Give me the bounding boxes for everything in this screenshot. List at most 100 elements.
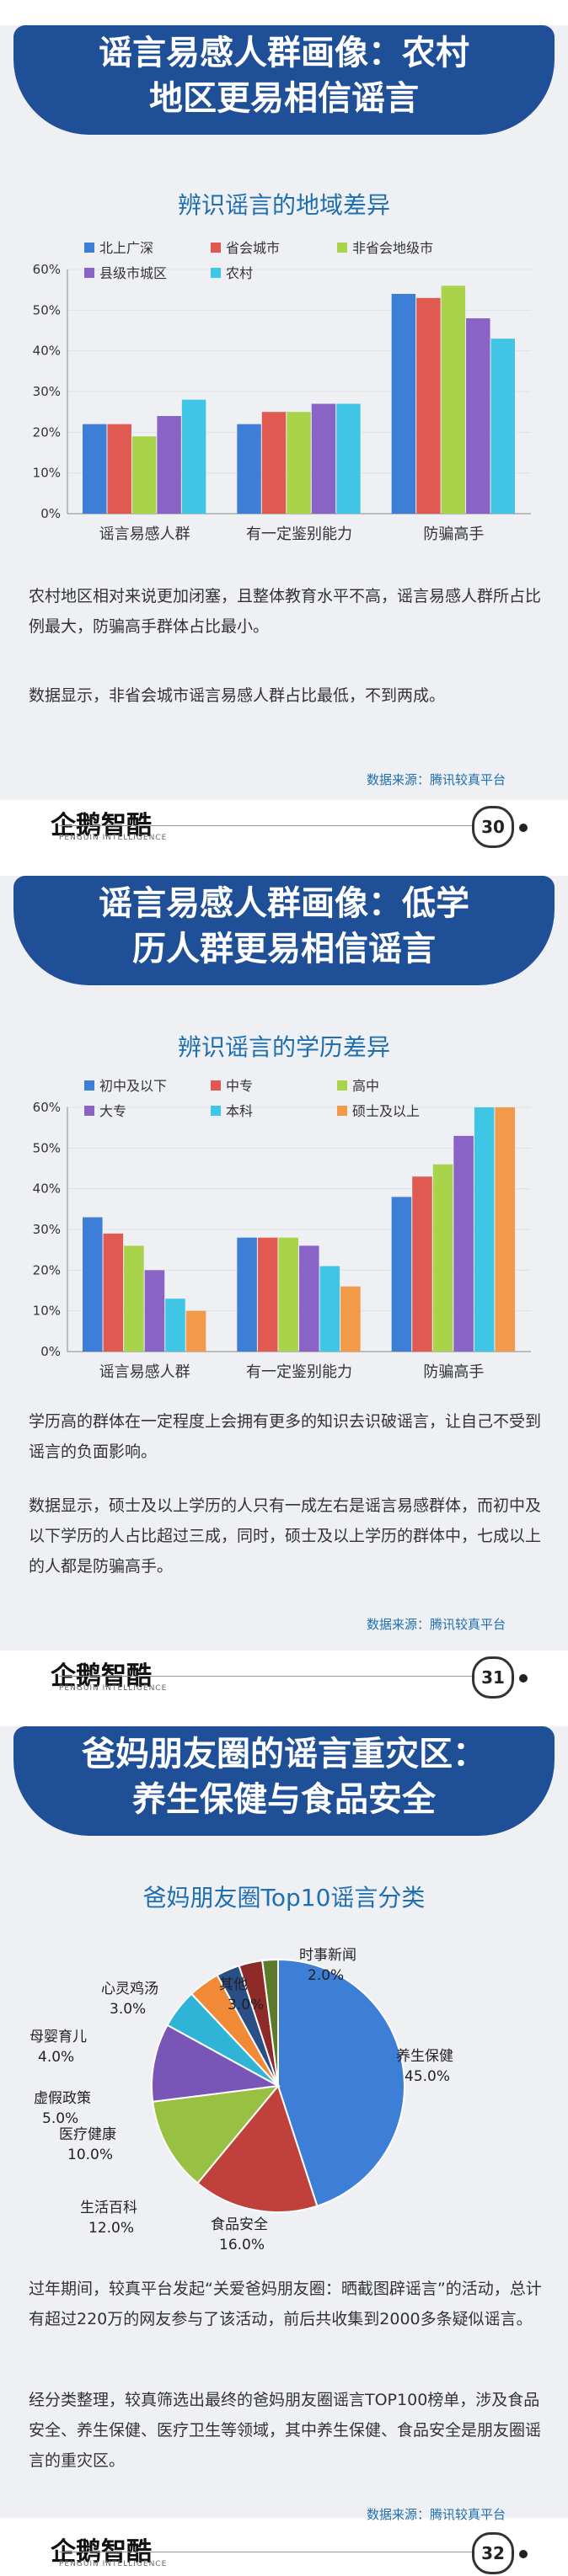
y-tick-label: 50%: [33, 302, 61, 317]
bar: [83, 424, 107, 514]
bar: [416, 297, 441, 514]
legend-swatch: [84, 243, 94, 253]
paragraph: 过年期间，较真平台发起“关爱爸妈朋友圈：晒截图辟谣言”的活动，总计有超过220万…: [29, 2280, 542, 2328]
bar: [185, 1310, 206, 1352]
slide-title-line: 地区更易相信谣言: [149, 79, 419, 118]
legend-label: 大专: [99, 1103, 126, 1119]
legend-swatch: [211, 243, 221, 253]
slide-title: 爸妈朋友圈的谣言重灾区： 养生保健与食品安全: [13, 1726, 555, 1836]
brand-logo-subtitle: PENGUIN INTELLIGENCE: [59, 1684, 168, 1693]
data-source: 数据来源：腾讯较真平台: [366, 1617, 506, 1632]
bar: [144, 1270, 165, 1352]
bar-chart: 0% 10% 20% 30% 40% 50% 60% 谣言易感人群 有一定鉴别能力 防骗高手 北上广…: [33, 240, 531, 543]
bar: [237, 1237, 257, 1352]
y-tick-label: 10%: [33, 1304, 61, 1319]
y-tick-label: 30%: [33, 1222, 61, 1237]
page-number: 31: [472, 1656, 514, 1699]
slice-name-label: 母婴育儿: [29, 2029, 87, 2045]
slice-value-label: 4.0%: [38, 2049, 74, 2066]
slice-value-label: 12.0%: [88, 2220, 134, 2237]
slide-title: 谣言易感人群画像：农村 地区更易相信谣言: [13, 25, 555, 135]
pie-slice: [196, 2083, 319, 2213]
x-tick-label: 有一定鉴别能力: [246, 1363, 352, 1381]
pie-slice: [277, 1958, 405, 2207]
y-tick-label: 10%: [33, 466, 61, 481]
legend-swatch: [84, 1106, 94, 1116]
y-tick-label: 0%: [40, 1344, 61, 1359]
x-tick-label: 谣言易感人群: [99, 1363, 190, 1381]
bar: [287, 412, 311, 514]
slice-name-label: 时事新闻: [299, 1947, 356, 1964]
paragraph: 农村地区相对来说更加闭塞，且整体教育水平不高，谣言易感人群所占比例最大，防骗高手…: [29, 587, 542, 636]
slice-value-label: 2.0%: [308, 1967, 344, 1984]
y-tick-label: 40%: [33, 344, 61, 359]
page-dot: [519, 2550, 528, 2558]
bar: [278, 1237, 298, 1352]
y-tick-label: 30%: [33, 384, 61, 399]
bar: [299, 1245, 319, 1352]
footer-divider: [59, 825, 480, 826]
legend-label: 非省会地级市: [352, 240, 433, 256]
bar: [474, 1107, 495, 1352]
x-tick-label: 有一定鉴别能力: [246, 525, 352, 543]
bar: [237, 424, 261, 514]
chart-title: 爸妈朋友圈Top10谣言分类: [142, 1884, 426, 1912]
y-tick-label: 0%: [40, 506, 61, 521]
brand-logo-subtitle: PENGUIN INTELLIGENCE: [59, 2560, 168, 2568]
pie-slice: [152, 2084, 281, 2184]
slice-name-label: 生活百科: [80, 2200, 137, 2216]
slice-name-label: 医疗健康: [59, 2126, 116, 2143]
slice-name-label: 养生保健: [396, 2048, 453, 2065]
page-number: 30: [472, 806, 514, 848]
slide-title-line: 谣言易感人群画像：农村: [99, 34, 469, 72]
bar: [466, 318, 490, 514]
bar: [165, 1299, 185, 1352]
legend-label: 初中及以下: [99, 1078, 167, 1094]
legend-swatch: [337, 243, 347, 253]
slice-value-label: 5.0%: [42, 2110, 78, 2127]
data-source: 数据来源：腾讯较真平台: [366, 2507, 506, 2522]
legend-label: 本科: [226, 1103, 253, 1119]
slice-name-label: 心灵鸡汤: [101, 1981, 158, 1997]
bar: [391, 294, 416, 514]
page-dot: [519, 1674, 528, 1683]
legend-label: 农村: [226, 265, 253, 281]
paragraph: 经分类整理，较真筛选出最终的爸妈朋友圈谣言TOP100榜单，涉及食品安全、养生保…: [29, 2391, 542, 2470]
x-tick-label: 谣言易感人群: [99, 525, 190, 543]
slide-title-line: 历人群更易相信谣言: [132, 930, 436, 968]
x-tick-label: 防骗高手: [423, 525, 484, 543]
brand-logo-subtitle: PENGUIN INTELLIGENCE: [59, 834, 168, 842]
bar: [495, 1107, 515, 1352]
page-dot: [519, 824, 528, 832]
slide-title: 谣言易感人群画像：低学 历人群更易相信谣言: [13, 876, 555, 985]
chart-title: 辨识谣言的学历差异: [177, 1033, 390, 1061]
bar-chart: 0% 10% 20% 30% 40% 50% 60% 谣言易感人群 有一定鉴别能力 防骗高手 初中及…: [33, 1078, 531, 1381]
bar: [412, 1176, 432, 1352]
slide-title-line: 谣言易感人群画像：低学: [99, 884, 469, 923]
bar: [336, 403, 361, 514]
pie-chart: 养生保健 45.0% 食品安全 16.0% 生活百科 12.0% 医疗健康 10.0% 虚假政策…: [29, 1947, 453, 2253]
legend-label: 县级市城区: [99, 265, 167, 281]
page-number: 32: [472, 2532, 514, 2574]
data-source: 数据来源：腾讯较真平台: [366, 772, 506, 787]
legend-swatch: [337, 1080, 347, 1091]
legend-label: 硕士及以上: [352, 1103, 420, 1119]
slide-32: 爸妈朋友圈的谣言重灾区： 养生保健与食品安全 爸妈朋友圈Top10谣言分类 养生…: [0, 1701, 568, 2576]
bar: [124, 1245, 144, 1352]
legend-swatch: [211, 1080, 221, 1091]
bar: [107, 424, 131, 514]
legend-label: 省会城市: [226, 240, 280, 256]
chart-title: 辨识谣言的地域差异: [177, 191, 390, 219]
bar: [131, 436, 157, 514]
bar: [103, 1233, 124, 1352]
slice-name-label: 其他: [219, 1976, 248, 1993]
bar: [441, 285, 466, 514]
legend-label: 中专: [226, 1078, 253, 1094]
bar: [340, 1286, 361, 1352]
slice-name-label: 食品安全: [211, 2216, 268, 2233]
slice-value-label: 3.0%: [110, 2001, 146, 2018]
y-tick-label: 20%: [33, 1262, 61, 1277]
y-tick-label: 40%: [33, 1181, 61, 1197]
legend-swatch: [84, 268, 94, 278]
y-tick-label: 50%: [33, 1140, 61, 1155]
